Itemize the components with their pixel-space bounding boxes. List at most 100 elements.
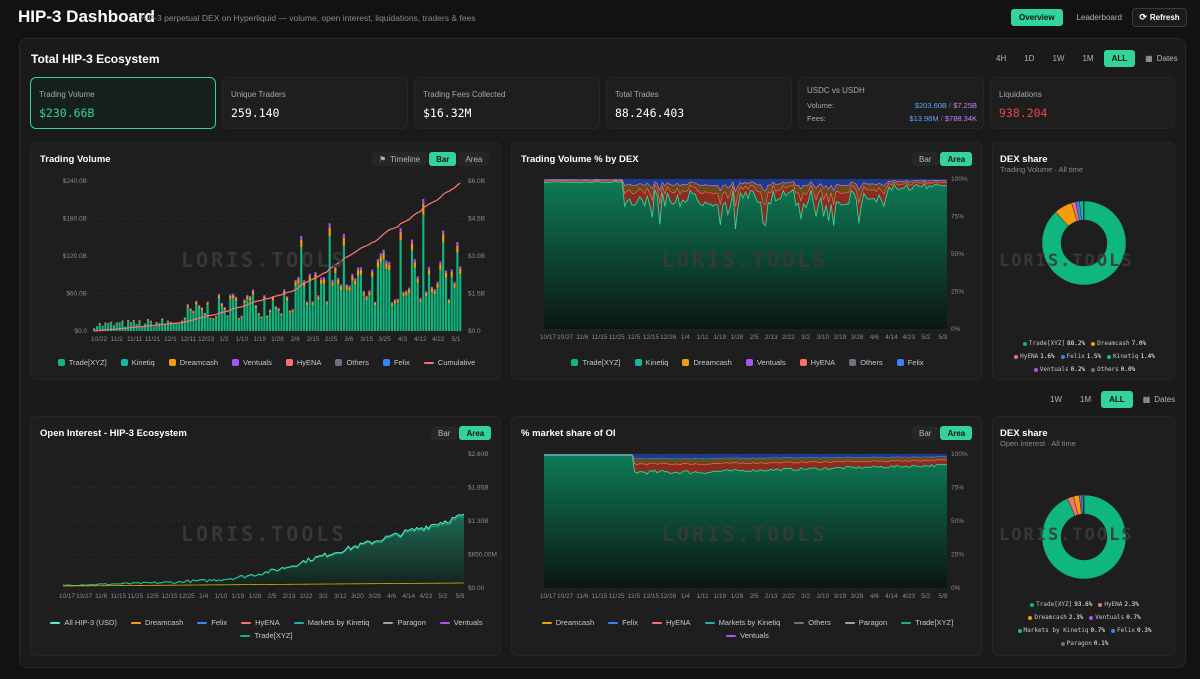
stat-card-trades[interactable]: Total Trades 88.246.403 (606, 77, 792, 129)
legend-item[interactable]: HyENA (799, 358, 835, 367)
legend-item[interactable]: All HIP-3 (USD) (50, 618, 117, 627)
legend-item[interactable]: Paragon (383, 618, 426, 627)
legend-item[interactable]: Markets by Kinetiq (704, 618, 780, 627)
area-button[interactable]: Area (459, 426, 492, 440)
volume-bar-ventuals (453, 281, 456, 284)
range-1w[interactable]: 1W (1044, 50, 1072, 67)
volume-bar-ventuals (260, 316, 263, 317)
legend-item[interactable]: Others (849, 358, 883, 367)
range-all[interactable]: ALL (1101, 391, 1133, 408)
volume-bar-dreamcash (345, 286, 348, 290)
range-1m[interactable]: 1M (1072, 391, 1099, 408)
panel-title: Trading Volume % by DEX (521, 154, 639, 165)
volume-bar-trade-xyz (127, 321, 130, 331)
legend-dot (1030, 603, 1035, 607)
bar-button[interactable]: Bar (912, 426, 939, 440)
area-button[interactable]: Area (940, 426, 973, 440)
range-1w[interactable]: 1W (1042, 391, 1070, 408)
legend-label: Others (808, 618, 831, 627)
area-button[interactable]: Area (940, 152, 973, 166)
legend-item[interactable]: HyENA (241, 618, 280, 627)
x-tick-label: 4/14 (402, 593, 415, 600)
range-all[interactable]: ALL (1103, 50, 1136, 67)
volume-bar-dreamcash (393, 300, 397, 304)
legend-item[interactable]: Others (335, 358, 369, 367)
legend-item[interactable]: Dreamcash (130, 618, 183, 627)
range-4h[interactable]: 4H (988, 50, 1014, 67)
legend-item[interactable]: Others (794, 618, 831, 627)
legend-item[interactable]: Felix (896, 358, 924, 367)
legend-item[interactable]: Kinetiq (120, 358, 155, 367)
legend-item[interactable]: Ventuals 0.7% (1089, 612, 1141, 624)
separator: / (949, 101, 952, 110)
legend-item[interactable]: Kinetiq 1.4% (1107, 351, 1155, 363)
legend-item[interactable]: Ventuals (745, 358, 786, 367)
legend-item[interactable]: Felix (197, 618, 227, 627)
volume-bar-trade-xyz (339, 290, 343, 331)
timeline-button[interactable]: ⚑ Timeline (372, 152, 428, 166)
bar-button[interactable]: Bar (912, 152, 939, 166)
legend-item[interactable]: HyENA (285, 358, 321, 367)
legend-item[interactable]: Trade[XYZ] 93.6% (1030, 599, 1092, 611)
stat-card-fees[interactable]: Trading Fees Collected $16.32M (414, 77, 600, 129)
legend-item[interactable]: Dreamcash 7.0% (1091, 338, 1146, 350)
legend-item[interactable]: Felix 1.5% (1060, 351, 1101, 363)
legend-item[interactable]: Trade[XYZ] (571, 358, 621, 367)
bar-button[interactable]: Bar (431, 426, 458, 440)
stat-card-usdc-usdh[interactable]: USDC vs USDH Volume: $203.60B / $7.25B F… (798, 77, 984, 129)
legend-item[interactable]: Kinetiq (634, 358, 668, 367)
legend-item[interactable]: Trade[XYZ] (901, 618, 953, 627)
y-tick-label: $0.00 (468, 585, 485, 592)
legend-item[interactable]: Paragon 0.1% (1060, 638, 1108, 650)
legend-item[interactable]: HyENA 1.6% (1014, 351, 1055, 363)
x-tick-label: 11/25 (609, 593, 625, 600)
volume-bar-trade-xyz (271, 300, 274, 331)
y-tick-label: 75% (951, 214, 964, 221)
volume-bar-dreamcash (425, 292, 428, 297)
stat-card-liquidations[interactable]: Liquidations 938.204 (990, 77, 1175, 129)
area-button[interactable]: Area (458, 152, 490, 166)
legend-item[interactable]: HyENA (651, 618, 691, 627)
legend-item[interactable]: Ventuals (439, 618, 483, 627)
legend-item[interactable]: Cumulative (423, 358, 475, 367)
stat-card-volume[interactable]: Trading Volume $230.66B (30, 77, 216, 129)
legend-item[interactable]: Markets by Kinetiq 0.7% (1017, 625, 1105, 637)
legend-item[interactable]: Paragon (844, 618, 887, 627)
legend-item[interactable]: Ventuals (232, 358, 272, 367)
range-1m[interactable]: 1M (1074, 50, 1101, 67)
bar-button[interactable]: Bar (429, 152, 457, 166)
volume-bar-dreamcash (351, 276, 354, 281)
volume-bar-ventuals (442, 230, 445, 235)
dates-button[interactable]: ▦ Dates (1135, 391, 1183, 408)
legend-item[interactable]: Markets by Kinetiq (293, 618, 369, 627)
refresh-label: Refresh (1149, 13, 1180, 22)
legend-item[interactable]: Trade[XYZ] 88.2% (1022, 338, 1085, 350)
chart-mode-buttons: ⚑ Timeline Bar Area (372, 152, 490, 166)
x-tick-label: 1/4 (199, 593, 208, 600)
dates-button[interactable]: ▦ Dates (1137, 50, 1185, 67)
legend-item[interactable]: Felix 0.3% (1110, 625, 1152, 637)
refresh-button[interactable]: ⟳ Refresh (1132, 8, 1187, 27)
legend-item[interactable]: Trade[XYZ] (240, 631, 293, 640)
volume-bar-trade-xyz (95, 326, 98, 331)
x-tick-label: 12/15 (643, 334, 660, 341)
legend-item[interactable]: HyENA 2.3% (1098, 599, 1139, 611)
stat-card-traders[interactable]: Unique Traders 259.140 (222, 77, 408, 129)
legend-item[interactable]: Dreamcash (682, 358, 732, 367)
legend-item[interactable]: Dreamcash (168, 358, 218, 367)
legend-item[interactable]: Others 0.0% (1091, 364, 1135, 376)
tab-overview[interactable]: Overview (1011, 9, 1063, 26)
legend-item[interactable]: Trade[XYZ] (57, 358, 107, 367)
legend-item[interactable]: Felix (382, 358, 410, 367)
x-tick-label: 1/28 (271, 336, 284, 343)
legend-label: Markets by Kinetiq (1023, 627, 1089, 634)
legend-item[interactable]: Ventuals (726, 631, 769, 640)
legend-item[interactable]: Dreamcash (541, 618, 594, 627)
legend-swatch (844, 621, 855, 624)
legend-item[interactable]: Ventuals 0.2% (1033, 364, 1085, 376)
x-tick-label: 3/28 (851, 593, 864, 600)
range-1d[interactable]: 1D (1016, 50, 1042, 67)
legend-item[interactable]: Dreamcash 2.3% (1028, 612, 1083, 624)
tab-leaderboard[interactable]: Leaderboard (1069, 9, 1130, 26)
legend-item[interactable]: Felix (608, 618, 638, 627)
